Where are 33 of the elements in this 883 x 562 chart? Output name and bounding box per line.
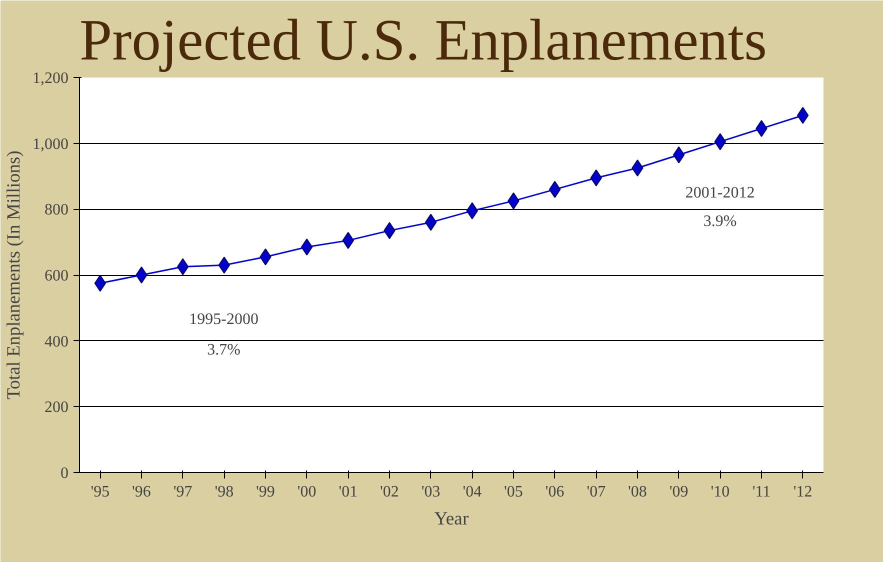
x-tick-label: '01	[338, 484, 358, 500]
x-tick-label: '06	[545, 484, 564, 500]
x-tick-label: '02	[380, 484, 399, 500]
y-tick-label: 400	[44, 333, 68, 350]
x-tick-label: '08	[628, 484, 647, 500]
x-axis-title: Year	[434, 508, 470, 530]
y-tick-label: 1,200	[32, 70, 68, 87]
y-tick-label: 800	[44, 202, 68, 219]
annotation: 3.9%	[703, 213, 737, 230]
y-tick-label: 600	[44, 268, 68, 284]
x-tick-label: '98	[214, 484, 234, 500]
x-tick-label: '99	[256, 484, 275, 500]
y-tick-label: 0	[60, 465, 68, 482]
x-tick-label: '10	[710, 484, 730, 500]
y-tick-label: 200	[44, 399, 68, 416]
chart-title: Projected U.S. Enplanements	[80, 8, 767, 72]
x-tick-label: '04	[462, 484, 482, 500]
y-axis-title: Total Enplanements (In Millions)	[4, 150, 24, 400]
y-tick-label: 1,000	[32, 136, 68, 153]
annotation: 3.7%	[207, 342, 240, 359]
x-tick-label: '96	[132, 484, 151, 500]
x-tick-label: '11	[752, 484, 771, 500]
x-tick-label: '95	[90, 484, 110, 500]
point	[136, 266, 148, 284]
x-tick-label: '03	[421, 484, 440, 500]
x-tick-label: '09	[669, 484, 688, 500]
x-tick-label: '07	[586, 484, 606, 500]
x-tick-label: '12	[793, 484, 812, 500]
x-tick-label: '00	[297, 484, 316, 500]
x-tick-label: '97	[173, 484, 192, 500]
x-tick-label: '05	[504, 484, 523, 500]
annotation: 1995-2000	[189, 310, 258, 328]
annotation: 2001-2012	[685, 184, 755, 202]
